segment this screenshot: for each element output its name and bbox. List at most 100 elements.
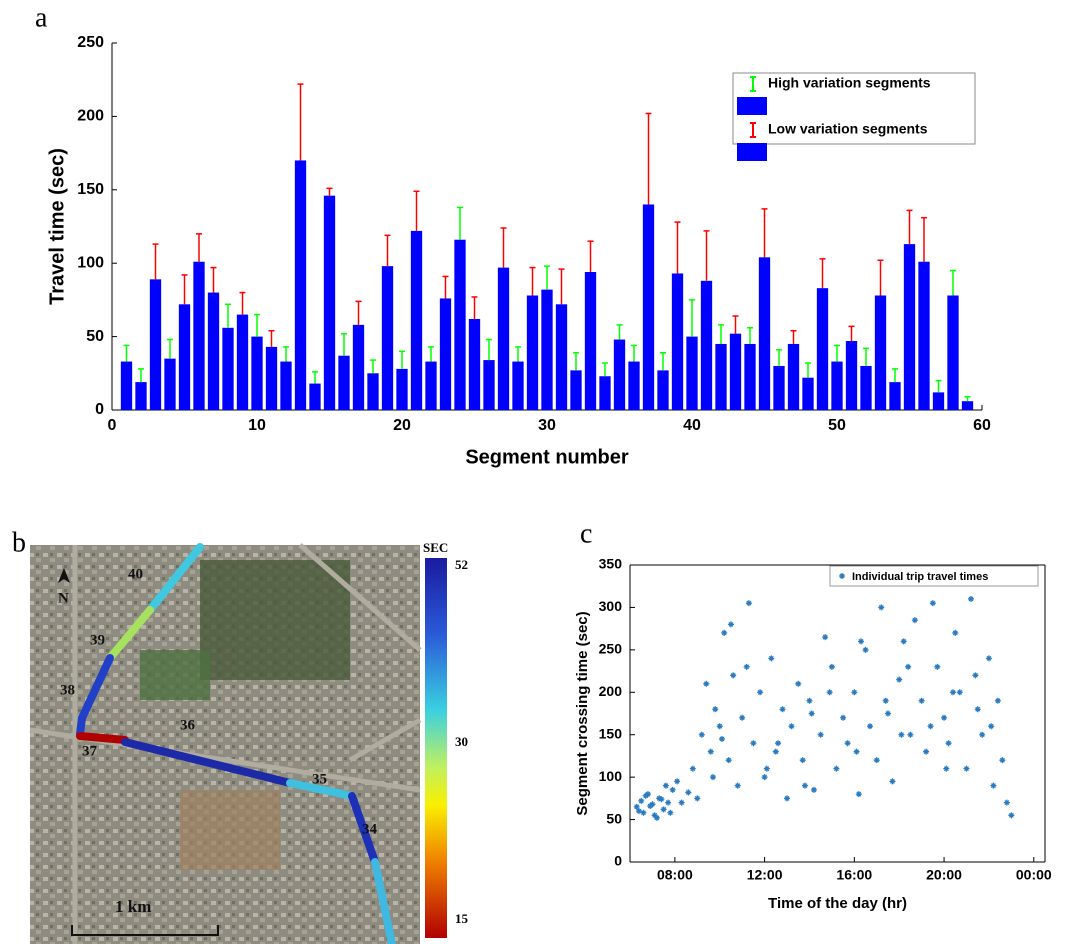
point <box>784 795 791 802</box>
bar <box>425 361 437 410</box>
y-tick-label: 100 <box>77 254 104 271</box>
y-tick-label: 250 <box>599 641 623 657</box>
point <box>658 796 665 803</box>
point <box>763 765 770 772</box>
point <box>768 655 775 662</box>
segment-label: 38 <box>60 682 75 698</box>
point <box>851 689 858 696</box>
x-tick-label: 0 <box>108 417 117 434</box>
point <box>974 706 981 713</box>
y-tick-label: 0 <box>95 401 104 418</box>
point <box>817 731 824 738</box>
bar <box>120 361 133 410</box>
bar <box>729 333 742 410</box>
point <box>795 680 802 687</box>
bar <box>961 401 974 410</box>
point <box>907 731 914 738</box>
point <box>718 735 725 742</box>
bar <box>860 365 872 410</box>
bar <box>947 295 959 410</box>
panel-label: b <box>12 527 26 558</box>
bar <box>816 288 829 410</box>
bar <box>802 377 814 410</box>
bar <box>439 298 452 410</box>
point <box>979 731 986 738</box>
bar <box>758 257 771 410</box>
x-tick-label: 50 <box>828 417 846 434</box>
colorbar-label: 30 <box>455 734 468 749</box>
bar <box>149 279 162 410</box>
bar <box>251 336 263 410</box>
point <box>689 765 696 772</box>
y-tick-label: 350 <box>599 556 623 572</box>
open-ground <box>180 790 280 870</box>
point <box>734 782 741 789</box>
bar <box>613 339 626 410</box>
y-tick-label: 150 <box>77 181 104 198</box>
legend-symbol <box>737 143 767 161</box>
bar <box>918 261 930 410</box>
bar <box>410 230 423 410</box>
point <box>990 782 997 789</box>
bar <box>744 343 756 410</box>
point <box>745 600 752 607</box>
bar <box>831 361 843 410</box>
point <box>945 740 952 747</box>
point <box>999 757 1006 764</box>
segment-label: 40 <box>128 566 143 582</box>
y-tick-label: 50 <box>86 328 104 345</box>
point <box>656 795 663 802</box>
legend-label: High variation segments <box>768 75 931 91</box>
point <box>810 786 817 793</box>
bar <box>584 272 597 410</box>
bar <box>903 244 916 410</box>
colorbar <box>425 558 447 938</box>
bar <box>294 160 307 410</box>
bar <box>309 383 321 410</box>
y-tick-label: 200 <box>77 108 104 125</box>
bar <box>599 376 611 410</box>
scale-label: 1 km <box>115 897 151 916</box>
point <box>635 808 642 815</box>
point <box>678 799 685 806</box>
colorbar-title: SEC <box>423 540 448 555</box>
y-tick-label: 200 <box>599 683 623 699</box>
point <box>941 714 948 721</box>
point <box>853 748 860 755</box>
colorbar-label: 15 <box>455 911 469 926</box>
point <box>878 604 885 611</box>
panel-label: c <box>580 518 592 549</box>
point <box>665 799 672 806</box>
legend-box <box>732 72 976 145</box>
point <box>994 697 1001 704</box>
segment-label: 34 <box>362 821 378 837</box>
bar <box>715 343 727 410</box>
segment-label: 37 <box>82 743 98 759</box>
x-tick-label: 16:00 <box>836 867 872 883</box>
bar <box>686 336 698 410</box>
point <box>806 697 813 704</box>
bar <box>367 373 379 410</box>
segment-label: 39 <box>90 632 105 648</box>
point <box>750 740 757 747</box>
x-axis-label: Segment number <box>465 446 629 468</box>
point <box>730 672 737 679</box>
point <box>905 663 912 670</box>
segment-label: 36 <box>180 717 196 733</box>
bar <box>845 341 858 410</box>
bar <box>468 318 481 410</box>
north-arrow <box>58 568 70 583</box>
route <box>76 543 396 944</box>
point <box>739 714 746 721</box>
bar <box>671 273 684 410</box>
point <box>822 634 829 641</box>
point <box>867 723 874 730</box>
point <box>674 778 681 785</box>
bar <box>396 368 408 410</box>
point <box>923 748 930 755</box>
point <box>707 748 714 755</box>
bar <box>497 267 510 410</box>
point <box>972 672 979 679</box>
vegetation <box>140 650 210 700</box>
